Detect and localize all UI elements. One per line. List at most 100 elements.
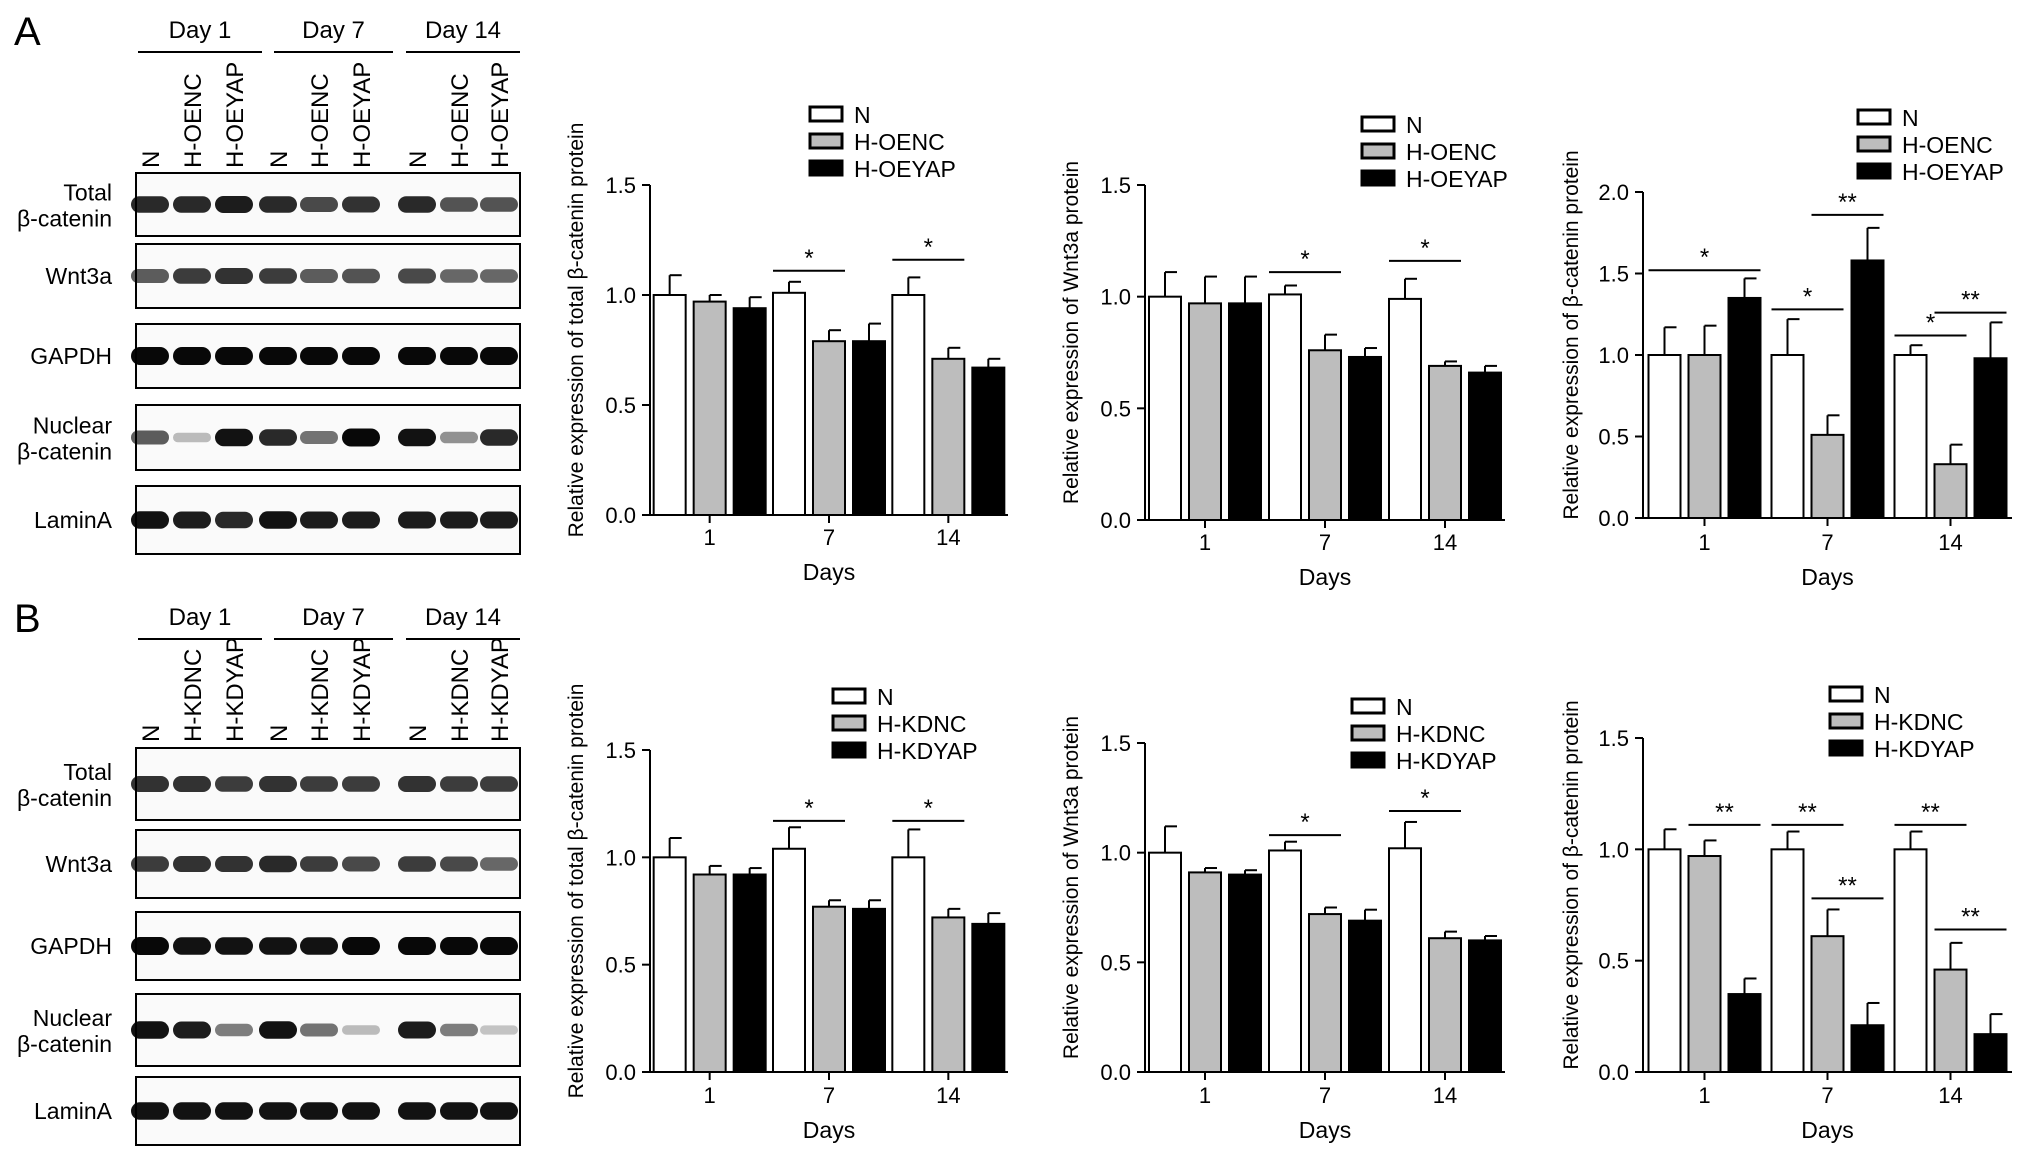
blot-band [131, 1102, 169, 1120]
bar [1770, 354, 1805, 519]
blot-band [173, 1021, 211, 1039]
y-tick-label: 1.5 [1598, 262, 1629, 287]
bar-chart: 0.0 0.5 1.0 1.5 1 7 14 * * Days Relative expressio… [565, 102, 1008, 585]
blot-band [342, 428, 380, 447]
blot-band [259, 937, 297, 955]
bar [1388, 847, 1422, 1074]
blot-band [300, 431, 338, 444]
blot-band [300, 511, 338, 529]
lane-label: H-OENC [447, 73, 474, 168]
lane-label: H-KDNC [307, 649, 334, 742]
blot-band [398, 776, 436, 792]
legend-swatch [1828, 739, 1864, 757]
blot-band [480, 776, 518, 792]
blot-band [215, 856, 253, 872]
blot-band [480, 347, 518, 365]
blot-band [259, 855, 297, 873]
x-tick-label: 1 [1199, 530, 1211, 555]
legend-swatch [808, 105, 844, 123]
blot-band [480, 1025, 518, 1035]
blot-band [131, 347, 169, 365]
bar-chart: 0.0 0.5 1.0 1.5 1 7 14 * * Days Relative expressio… [1060, 112, 1508, 590]
blot-band [259, 1102, 297, 1120]
y-axis-label: Relative expression of Wnt3a protein [1060, 716, 1083, 1059]
x-axis-label: Days [1801, 1117, 1853, 1143]
y-tick-label: 0.5 [1100, 950, 1131, 975]
significance-mark: * [804, 795, 813, 822]
blot-label: β-catenin [17, 785, 112, 811]
blot-band [342, 776, 380, 792]
blot-band [173, 937, 211, 955]
blot-band [440, 856, 478, 872]
y-tick-label: 0.0 [605, 1060, 636, 1085]
blot-band [300, 347, 338, 365]
bar [1810, 433, 1845, 519]
bar [1308, 913, 1342, 1074]
bar [1810, 935, 1845, 1073]
legend-label: H-KDNC [877, 711, 966, 737]
blot-band [215, 268, 253, 284]
blot-band [131, 776, 169, 792]
y-tick-label: 2.0 [1598, 180, 1629, 205]
bar [692, 300, 727, 516]
y-tick-label: 1.0 [1100, 285, 1131, 310]
blot-band [480, 857, 518, 871]
blot-band [173, 347, 211, 365]
panel-letter: B [14, 597, 41, 641]
blot-label: β-catenin [17, 1031, 112, 1057]
bar [1973, 357, 2008, 520]
legend-swatch [808, 159, 844, 177]
bar [1893, 848, 1928, 1073]
blot-label: β-catenin [17, 206, 112, 232]
blot-label: Wnt3a [46, 263, 113, 289]
bar [1687, 855, 1722, 1073]
panel-letter: A [14, 10, 41, 54]
bar [1268, 293, 1302, 521]
y-tick-label: 1.5 [1598, 726, 1629, 751]
blot-label: LaminA [34, 1098, 113, 1124]
blot-label: GAPDH [30, 933, 112, 959]
legend-label: H-OENC [1902, 132, 1993, 158]
legend-swatch [1828, 712, 1864, 730]
blot-band [398, 511, 436, 529]
y-axis-label: Relative expression of β-catenin protein [1560, 700, 1583, 1069]
bar [852, 907, 886, 1073]
lane-label: N [405, 725, 432, 742]
y-tick-label: 1.5 [605, 173, 636, 198]
lane-label: H-OEYAP [487, 62, 514, 168]
legend-swatch [831, 687, 867, 705]
blot-band [440, 197, 478, 212]
bar [1468, 371, 1502, 521]
bar [891, 856, 926, 1073]
blot-band [131, 937, 169, 955]
blot-band [215, 776, 253, 792]
lane-label: H-OEYAP [222, 62, 249, 168]
x-tick-label: 14 [936, 1083, 960, 1108]
blot-band [215, 1102, 253, 1120]
blot-band [173, 511, 211, 529]
legend-label: H-KDNC [1396, 721, 1485, 747]
bar [1687, 354, 1722, 519]
x-tick-label: 14 [1938, 1083, 1962, 1108]
bar [732, 873, 767, 1073]
lane-label: H-KDYAP [222, 637, 249, 742]
x-tick-label: 1 [1199, 1083, 1211, 1108]
y-axis-label: Relative expression of β-catenin protein [1560, 150, 1583, 519]
bar [812, 905, 846, 1073]
blot-band [131, 430, 169, 445]
blot-band [259, 429, 297, 446]
bar-chart: 0.0 0.5 1.0 1.5 1 7 14 * * Days Relative expressio… [565, 684, 1008, 1143]
legend-swatch [1350, 751, 1386, 769]
x-tick-label: 14 [1433, 530, 1457, 555]
blot-label: LaminA [34, 507, 113, 533]
y-tick-label: 0.0 [605, 503, 636, 528]
blot-band [173, 1102, 211, 1120]
lane-label: N [138, 725, 165, 742]
blot-band [259, 268, 297, 284]
legend-swatch [1856, 108, 1892, 126]
bar [1850, 1024, 1885, 1073]
blot-band [342, 347, 380, 365]
x-tick-label: 7 [823, 1083, 835, 1108]
lane-label: N [138, 151, 165, 168]
